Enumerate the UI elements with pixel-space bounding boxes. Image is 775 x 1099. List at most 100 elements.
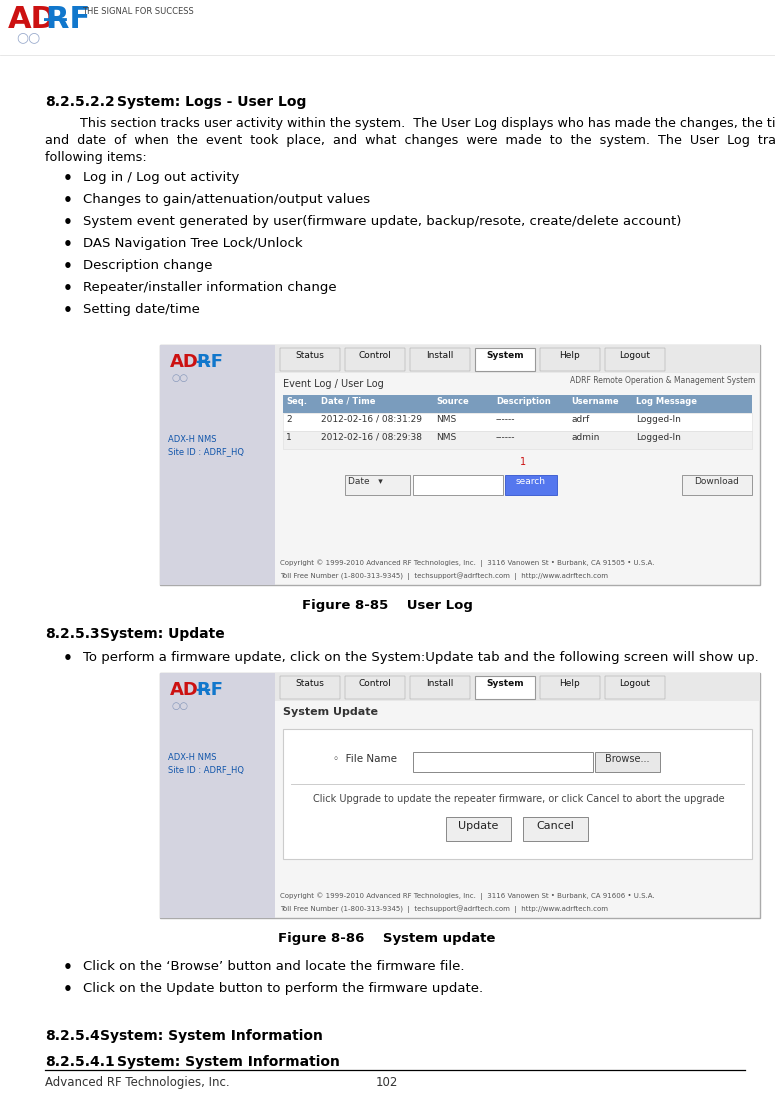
Text: Status: Status: [295, 679, 325, 688]
Bar: [540, 676, 600, 699]
Text: ◦  File Name: ◦ File Name: [333, 754, 397, 764]
Text: adrf: adrf: [571, 415, 589, 424]
Text: following items:: following items:: [45, 151, 146, 164]
Text: 102: 102: [376, 1076, 398, 1089]
Text: 1: 1: [520, 457, 526, 467]
Text: Toll Free Number (1-800-313-9345)  |  techsupport@adrftech.com  |  http://www.ad: Toll Free Number (1-800-313-9345) | tech…: [280, 571, 608, 580]
Bar: [275, 673, 760, 701]
Text: •: •: [63, 651, 73, 666]
Text: THE SIGNAL FOR SUCCESS: THE SIGNAL FOR SUCCESS: [82, 7, 194, 16]
Bar: [0, 0, 775, 55]
Text: System Update: System Update: [283, 707, 378, 717]
Text: Source: Source: [436, 397, 469, 406]
Text: •: •: [63, 259, 73, 274]
Text: System: System Information: System: System Information: [117, 1055, 340, 1069]
Text: System: System: [486, 351, 524, 360]
Text: and  date  of  when  the  event  took  place,  and  what  changes  were  made  t: and date of when the event took place, a…: [45, 134, 775, 147]
Text: ADX-H NMS: ADX-H NMS: [168, 435, 216, 444]
Bar: [160, 345, 275, 585]
Bar: [682, 475, 752, 495]
Text: Site ID : ADRF_HQ: Site ID : ADRF_HQ: [168, 765, 244, 774]
Bar: [283, 431, 752, 449]
Text: Control: Control: [359, 679, 391, 688]
Text: Logged-In: Logged-In: [636, 433, 681, 442]
Text: 2: 2: [286, 415, 291, 424]
Text: Advanced RF Technologies, Inc.: Advanced RF Technologies, Inc.: [45, 1076, 229, 1089]
Bar: [275, 345, 760, 373]
Text: NMS: NMS: [436, 415, 456, 424]
Text: •: •: [63, 215, 73, 230]
Bar: [160, 673, 275, 918]
Text: Logout: Logout: [619, 351, 650, 360]
Text: Seq.: Seq.: [286, 397, 307, 406]
Bar: [283, 395, 752, 413]
Text: Help: Help: [560, 679, 580, 688]
Text: Install: Install: [426, 351, 453, 360]
Text: Control: Control: [359, 351, 391, 360]
Text: System event generated by user(firmware update, backup/resote, create/delete acc: System event generated by user(firmware …: [83, 215, 681, 227]
Bar: [505, 475, 557, 495]
Bar: [280, 676, 340, 699]
Text: 2012-02-16 / 08:31:29: 2012-02-16 / 08:31:29: [321, 415, 422, 424]
Text: •: •: [63, 961, 73, 975]
Text: System: Logs - User Log: System: Logs - User Log: [117, 95, 306, 109]
Text: System: System Information: System: System Information: [100, 1029, 323, 1043]
Text: Click Upgrade to update the repeater firmware, or click Cancel to abort the upgr: Click Upgrade to update the repeater fir…: [313, 793, 725, 804]
Text: Logged-In: Logged-In: [636, 415, 681, 424]
Text: ○○: ○○: [16, 30, 40, 44]
Text: Click on the Update button to perform the firmware update.: Click on the Update button to perform th…: [83, 983, 483, 995]
Text: R̶F: R̶F: [197, 353, 223, 371]
Text: Site ID : ADRF_HQ: Site ID : ADRF_HQ: [168, 447, 244, 456]
Text: System: Update: System: Update: [100, 628, 225, 641]
Text: •: •: [63, 303, 73, 318]
Text: Cancel: Cancel: [536, 821, 574, 831]
Bar: [413, 475, 503, 495]
Bar: [345, 676, 405, 699]
Text: 8.2.5.3: 8.2.5.3: [45, 628, 100, 641]
Text: System: System: [486, 679, 524, 688]
Text: Log Message: Log Message: [636, 397, 697, 406]
Text: •: •: [63, 281, 73, 296]
Text: Figure 8-86    System update: Figure 8-86 System update: [278, 932, 496, 945]
Text: Logout: Logout: [619, 679, 650, 688]
Bar: [283, 729, 752, 859]
Text: 1: 1: [286, 433, 291, 442]
Text: AD: AD: [170, 353, 199, 371]
Text: Status: Status: [295, 351, 325, 360]
Bar: [475, 676, 535, 699]
Bar: [283, 413, 752, 431]
Bar: [475, 348, 535, 371]
Text: admin: admin: [571, 433, 599, 442]
Text: Copyright © 1999-2010 Advanced RF Technologies, Inc.  |  3116 Vanowen St • Burba: Copyright © 1999-2010 Advanced RF Techno…: [280, 892, 655, 900]
Text: ADRF Remote Operation & Management System: ADRF Remote Operation & Management Syste…: [570, 376, 755, 385]
Bar: [410, 676, 470, 699]
Text: R̶F: R̶F: [46, 5, 90, 34]
Bar: [280, 348, 340, 371]
Text: NMS: NMS: [436, 433, 456, 442]
Text: Description: Description: [496, 397, 551, 406]
Bar: [345, 348, 405, 371]
Bar: [446, 817, 511, 841]
Text: 2012-02-16 / 08:29:38: 2012-02-16 / 08:29:38: [321, 433, 422, 442]
Text: Toll Free Number (1-800-313-9345)  |  techsupport@adrftech.com  |  http://www.ad: Toll Free Number (1-800-313-9345) | tech…: [280, 904, 608, 913]
Text: ○○: ○○: [172, 701, 189, 711]
Text: •: •: [63, 237, 73, 252]
Text: R̶F: R̶F: [197, 681, 223, 699]
Text: Date / Time: Date / Time: [321, 397, 376, 406]
Text: Update: Update: [458, 821, 498, 831]
Bar: [413, 752, 593, 771]
Text: Username: Username: [571, 397, 618, 406]
Text: ADX-H NMS: ADX-H NMS: [168, 753, 216, 762]
Text: 8.2.5.4: 8.2.5.4: [45, 1029, 100, 1043]
Text: Help: Help: [560, 351, 580, 360]
Bar: [605, 676, 665, 699]
Text: Repeater/installer information change: Repeater/installer information change: [83, 281, 336, 295]
Bar: [540, 348, 600, 371]
Text: Changes to gain/attenuation/output values: Changes to gain/attenuation/output value…: [83, 193, 370, 206]
Text: This section tracks user activity within the system.  The User Log displays who : This section tracks user activity within…: [80, 116, 775, 130]
Text: Date   ▾: Date ▾: [348, 477, 383, 486]
Bar: [523, 817, 588, 841]
Text: Install: Install: [426, 679, 453, 688]
Text: search: search: [516, 477, 546, 486]
Bar: [595, 752, 660, 771]
